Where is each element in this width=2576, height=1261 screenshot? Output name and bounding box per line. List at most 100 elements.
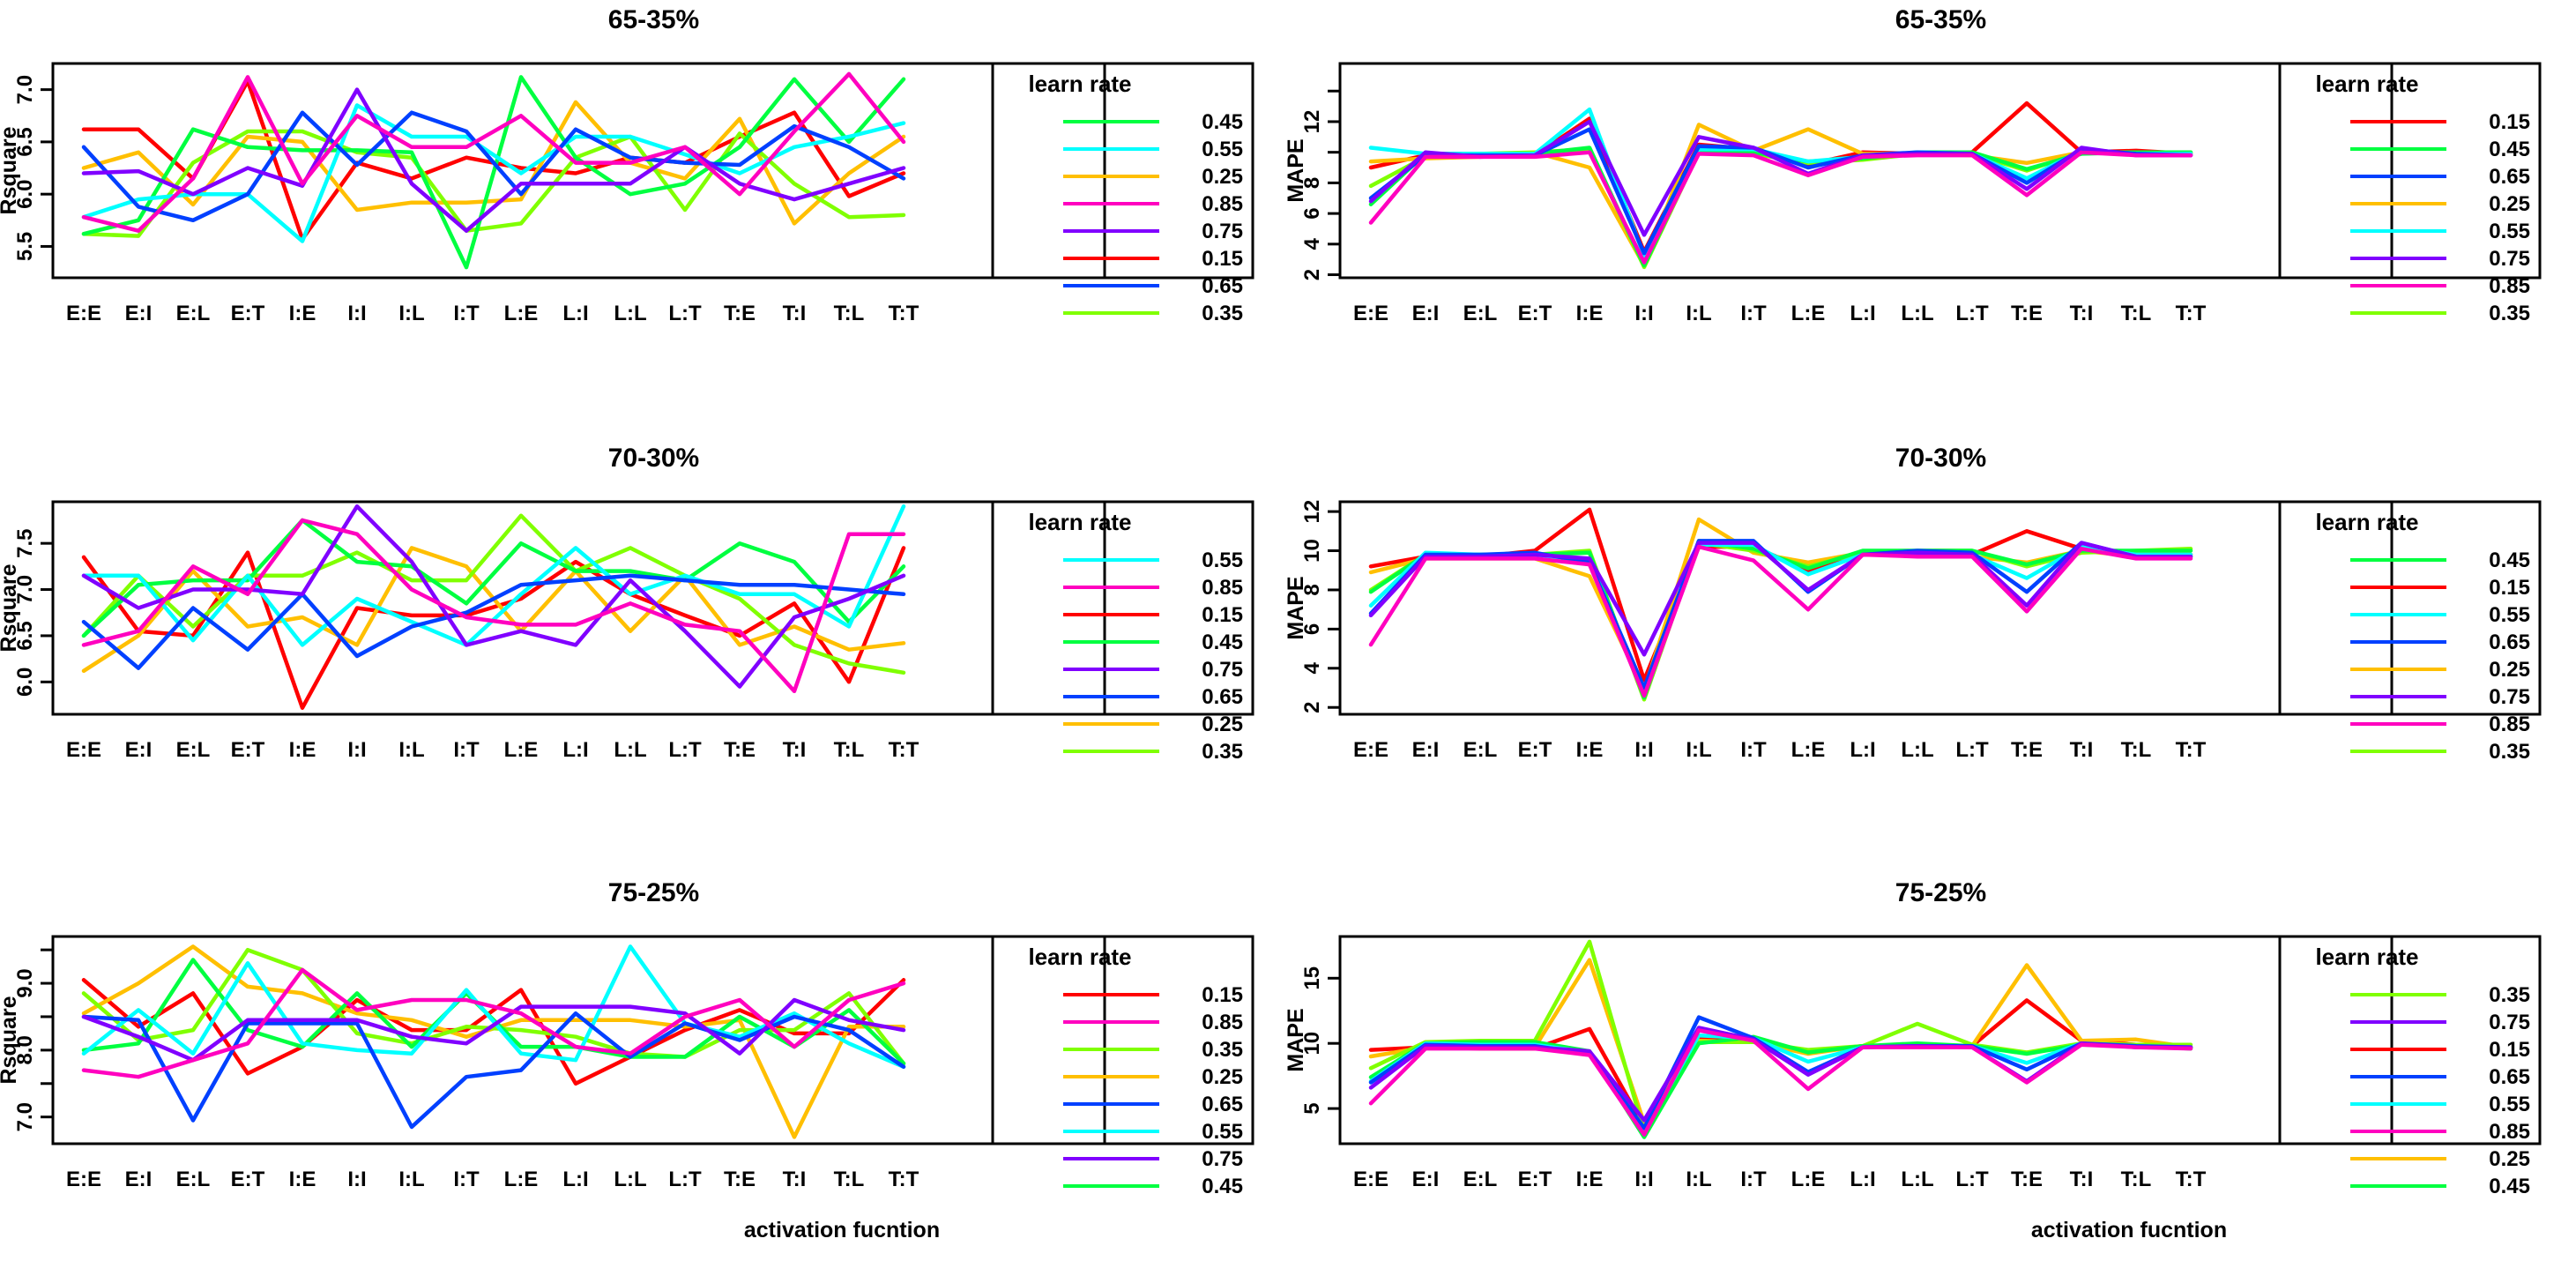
x-tick-label: L:T <box>668 738 702 762</box>
x-tick-label: E:E <box>66 302 101 325</box>
y-tick-label: 2 <box>1300 269 1324 280</box>
x-tick-label: L:E <box>1791 1168 1826 1191</box>
x-tick-label: I:L <box>1686 302 1711 325</box>
x-tick-label: E:L <box>1463 738 1498 762</box>
legend-label: 0.45 <box>1202 630 1243 654</box>
legend-label: 0.35 <box>2489 302 2530 325</box>
x-tick-label: E:T <box>1518 302 1552 325</box>
legend-label: 0.65 <box>1202 685 1243 709</box>
legend-label: 0.25 <box>1202 713 1243 736</box>
x-tick-label: T:L <box>2121 302 2152 325</box>
legend-title: learn rate <box>1028 944 1131 970</box>
x-tick-label: I:L <box>1686 738 1711 762</box>
series-line-0.35 <box>1368 939 2193 1134</box>
legend-box <box>2278 500 2542 716</box>
x-tick-label: E:E <box>1353 738 1389 762</box>
x-tick-label: T:T <box>2176 738 2207 762</box>
legend-label: 0.25 <box>1202 165 1243 189</box>
y-tick-label: 15 <box>1300 966 1324 990</box>
panel-rsquare-70-30%: 70-30% Rsquare 6.0 6.5 7.0 7.5 E:E E:I E:L E:T I:E… <box>0 444 1254 764</box>
legend-label: 0.75 <box>2489 247 2530 271</box>
x-tick-label: E:I <box>1412 302 1440 325</box>
legend-label: 0.25 <box>2489 192 2530 216</box>
x-tick-label: I:E <box>1576 302 1604 325</box>
legend-label: 0.75 <box>2489 685 2530 709</box>
x-tick-label: T:E <box>724 738 756 762</box>
y-tick-label: 10 <box>1300 1032 1324 1056</box>
x-tick-label: L:T <box>1955 302 1989 325</box>
series-line-0.65 <box>1368 127 2193 256</box>
legend-label: 0.85 <box>2489 713 2530 736</box>
x-tick-label: I:T <box>453 1168 480 1191</box>
x-axis-title: activation fucntion <box>744 1218 940 1242</box>
series-line-0.75 <box>81 997 906 1063</box>
x-tick-label: T:E <box>2011 738 2043 762</box>
series-line-0.45 <box>81 75 906 270</box>
y-tick-label: 9.0 <box>13 968 37 997</box>
x-tick-label: L:L <box>1901 738 1933 762</box>
legend-label: 0.25 <box>2489 658 2530 682</box>
x-tick-label: I:T <box>453 302 480 325</box>
x-tick-label: T:I <box>783 302 807 325</box>
y-tick-label: 6 <box>1300 207 1324 219</box>
legend-label: 0.45 <box>2489 548 2530 572</box>
y-tick-label: 5.5 <box>13 232 37 261</box>
x-tick-label: L:T <box>668 302 702 325</box>
plot-box <box>1338 62 2394 280</box>
legend-label: 0.85 <box>1202 192 1243 216</box>
x-tick-label: E:L <box>176 302 211 325</box>
x-tick-label: I:I <box>1634 302 1653 325</box>
x-tick-label: E:T <box>231 302 265 325</box>
series-line-0.85 <box>81 71 906 233</box>
series-line-0.15 <box>1368 101 2193 254</box>
x-tick-label: T:L <box>2121 738 2152 762</box>
y-tick-label: 4 <box>1300 661 1324 674</box>
panel-title: 75-25% <box>1895 878 1986 907</box>
panel-mape-75-25%: 75-25% MAPE 5 10 15 E:E E:I E:L E:T I:E I:I I:L I:T L… <box>1284 878 2542 1242</box>
legend-label: 0.65 <box>2489 165 2530 189</box>
x-tick-label: T:L <box>2121 1168 2152 1191</box>
x-tick-label: E:T <box>231 1168 265 1191</box>
series-line-0.85 <box>1368 544 2193 698</box>
series-line-0.25 <box>81 100 906 226</box>
x-tick-label: I:E <box>1576 738 1604 762</box>
x-tick-label: E:E <box>66 1168 101 1191</box>
x-tick-label: E:L <box>1463 302 1498 325</box>
legend-label: 0.25 <box>1202 1065 1243 1089</box>
series-line-0.85 <box>81 967 906 1079</box>
x-tick-label: I:L <box>398 738 424 762</box>
legend-title: learn rate <box>1028 71 1131 97</box>
y-tick-label: 2 <box>1300 702 1324 713</box>
y-axis-title: Rsquare <box>0 996 21 1084</box>
panel-rsquare-75-25%: 75-25% Rsquare 7.0 8.0 9.0 E:E E:I E:L E:T I:E I:I… <box>0 878 1254 1242</box>
legend-box <box>2278 62 2542 280</box>
y-tick-label: 7.0 <box>13 75 37 104</box>
x-tick-label: E:I <box>125 738 153 762</box>
x-tick-label: L:T <box>1955 738 1989 762</box>
x-tick-label: I:I <box>1634 738 1653 762</box>
legend-label: 0.75 <box>1202 1147 1243 1171</box>
plot-box <box>1338 935 2394 1145</box>
x-tick-label: I:I <box>347 1168 366 1191</box>
panel-rsquare-65-35%: 65-35% Rsquare 5.5 6.0 6.5 7.0 E:E E:I E:L E:T I:E… <box>0 5 1254 325</box>
legend-label: 0.35 <box>1202 740 1243 764</box>
legend-label: 0.15 <box>2489 576 2530 600</box>
panel-title: 70-30% <box>608 444 699 473</box>
panel-title: 65-35% <box>608 5 699 34</box>
x-tick-label: I:E <box>289 302 316 325</box>
x-tick-label: T:E <box>724 1168 756 1191</box>
legend-box <box>2278 935 2542 1145</box>
y-tick-label: 5 <box>1300 1102 1324 1114</box>
x-tick-label: I:L <box>398 1168 424 1191</box>
x-tick-label: I:E <box>289 738 316 762</box>
x-tick-label: L:E <box>504 302 539 325</box>
plot-box <box>51 62 1106 280</box>
legend-box <box>991 500 1254 716</box>
legend-label: 0.15 <box>2489 1038 2530 1062</box>
x-tick-label: E:I <box>125 1168 153 1191</box>
legend-label: 0.15 <box>1202 247 1243 271</box>
y-tick-label: 4 <box>1300 237 1324 250</box>
series-line-0.85 <box>1368 150 2193 265</box>
